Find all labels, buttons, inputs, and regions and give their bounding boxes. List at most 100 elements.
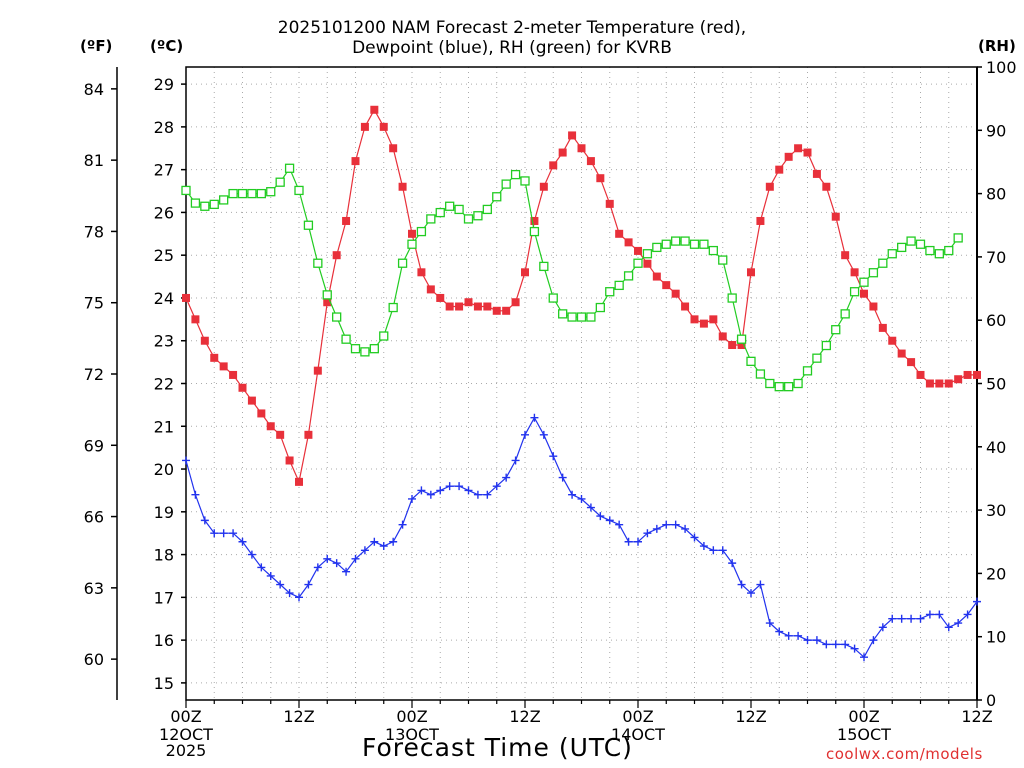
rh-tick-label: 90 bbox=[986, 121, 1006, 140]
temperature-point bbox=[398, 182, 407, 191]
rh-point bbox=[322, 290, 332, 300]
celsius-tick-label: 18 bbox=[154, 546, 174, 565]
dewpoint-point bbox=[483, 490, 492, 499]
rh-point bbox=[840, 309, 850, 319]
rh-point bbox=[426, 214, 436, 224]
temperature-point bbox=[276, 430, 285, 439]
rh-point bbox=[849, 287, 860, 297]
dewpoint-point bbox=[709, 546, 718, 555]
dewpoint-point bbox=[747, 589, 755, 598]
temperature-point bbox=[605, 199, 614, 208]
temperature-point bbox=[370, 105, 379, 114]
x-tick-label: 00Z bbox=[848, 707, 879, 726]
dewpoint-point bbox=[586, 503, 595, 512]
rh-point bbox=[925, 245, 935, 256]
temperature-point bbox=[747, 268, 755, 277]
rh-point bbox=[473, 211, 483, 221]
rh-point bbox=[407, 239, 417, 249]
rh-point bbox=[878, 258, 888, 268]
rh-point bbox=[784, 382, 794, 392]
temperature-point bbox=[596, 174, 605, 183]
temperature-point bbox=[191, 315, 200, 324]
fahrenheit-tick-label: 78 bbox=[84, 222, 104, 241]
rh-point bbox=[765, 378, 775, 389]
rh-point bbox=[416, 226, 427, 237]
temperature-point bbox=[530, 216, 539, 225]
rh-point bbox=[746, 356, 756, 366]
rh-point bbox=[397, 258, 408, 268]
temperature-point bbox=[304, 430, 313, 439]
dewpoint-point bbox=[521, 430, 529, 439]
rh-point bbox=[303, 220, 314, 230]
dewpoint-point bbox=[954, 619, 963, 628]
temperature-point bbox=[210, 353, 219, 362]
rh-point bbox=[492, 192, 502, 202]
temperature-point bbox=[436, 293, 445, 302]
temperature-point bbox=[351, 157, 360, 166]
dewpoint-point bbox=[511, 456, 520, 465]
rh-point bbox=[699, 239, 709, 249]
x-date-label: 14OCT bbox=[611, 725, 665, 744]
rh-point bbox=[539, 261, 549, 272]
temperature-point bbox=[502, 306, 511, 315]
temperature-point bbox=[445, 302, 454, 311]
temperature-point bbox=[379, 122, 388, 131]
dewpoint-point bbox=[210, 529, 219, 538]
temperature-point bbox=[332, 251, 341, 260]
dewpoint-point bbox=[549, 452, 558, 461]
x-date-label: 2025 bbox=[166, 741, 207, 760]
temperature-point bbox=[634, 246, 642, 255]
x-tick-label: 12Z bbox=[509, 707, 540, 726]
dewpoint-point bbox=[360, 546, 369, 555]
dewpoint-point bbox=[502, 473, 511, 482]
chart-title-line-1: 2025101200 NAM Forecast 2-meter Temperat… bbox=[277, 18, 747, 38]
rh-point bbox=[689, 239, 700, 249]
temperature-point bbox=[907, 358, 916, 367]
x-tick-label: 00Z bbox=[396, 707, 427, 726]
dewpoint-point bbox=[728, 559, 737, 568]
temperature-point bbox=[408, 229, 416, 238]
dewpoint-point bbox=[973, 597, 981, 606]
temperature-point bbox=[586, 157, 595, 166]
fahrenheit-tick-label: 60 bbox=[84, 650, 104, 669]
rh-tick-label: 70 bbox=[986, 248, 1006, 267]
rh-point bbox=[642, 249, 653, 259]
temperature-point bbox=[869, 302, 878, 311]
rh-point bbox=[284, 163, 295, 173]
x-tick-label: 12Z bbox=[283, 707, 314, 726]
dewpoint-point bbox=[907, 614, 916, 623]
rh-point bbox=[633, 258, 643, 268]
dewpoint-point bbox=[323, 554, 332, 563]
celsius-tick-label: 24 bbox=[154, 289, 174, 308]
temperature-point bbox=[841, 251, 850, 260]
rh-point bbox=[369, 344, 379, 354]
temperature-point bbox=[577, 144, 586, 153]
dewpoint-point bbox=[916, 614, 925, 623]
celsius-tick-label: 19 bbox=[154, 503, 174, 522]
rh-point bbox=[793, 378, 803, 389]
fahrenheit-tick-label: 81 bbox=[84, 151, 104, 170]
temperature-point bbox=[342, 216, 351, 225]
rh-point bbox=[859, 277, 869, 287]
rh-point bbox=[247, 188, 257, 199]
temperature-point bbox=[182, 293, 190, 302]
fahrenheit-tick-label: 69 bbox=[84, 436, 104, 455]
rh-point bbox=[360, 347, 370, 357]
celsius-tick-label: 20 bbox=[154, 460, 174, 479]
temperature-point bbox=[850, 268, 859, 277]
temperature-point bbox=[822, 182, 831, 191]
rh-point bbox=[463, 214, 474, 224]
dewpoint-point bbox=[379, 542, 388, 551]
temperature-point bbox=[455, 302, 464, 311]
rh-point bbox=[388, 302, 398, 313]
rh-point bbox=[266, 187, 276, 197]
fahrenheit-tick-label: 72 bbox=[84, 365, 104, 384]
celsius-unit-label: (ºC) bbox=[150, 37, 184, 55]
rh-point bbox=[237, 188, 248, 199]
dewpoint-point bbox=[285, 589, 294, 598]
temperature-point bbox=[389, 144, 398, 153]
rh-point bbox=[755, 369, 766, 379]
temperature-point bbox=[295, 477, 303, 486]
dewpoint-point bbox=[831, 640, 840, 649]
